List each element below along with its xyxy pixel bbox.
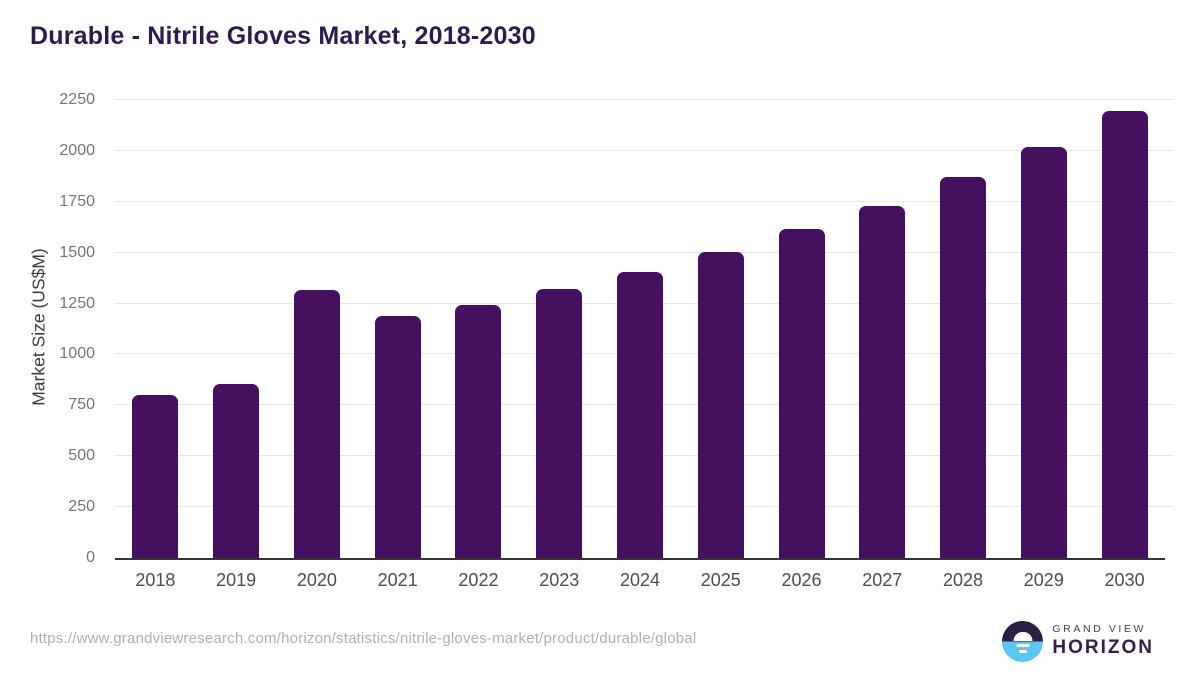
bar-2030 <box>1101 111 1148 558</box>
bar-slot <box>196 100 277 558</box>
bar-slot <box>761 100 842 558</box>
y-tick-label: 1250 <box>59 294 95 312</box>
bar-slot <box>600 100 681 558</box>
source-url: https://www.grandviewresearch.com/horizo… <box>30 630 697 647</box>
logo-horizon-label: HORIZON <box>1052 637 1154 658</box>
bar-2020 <box>293 290 340 558</box>
bar-2029 <box>1020 146 1067 558</box>
y-tick-label: 250 <box>68 498 95 516</box>
bar-2025 <box>697 251 744 558</box>
sun-shape <box>1013 631 1033 641</box>
bar-2022 <box>455 304 502 558</box>
x-tick-label-2030: 2030 <box>1104 570 1145 590</box>
x-tick-label-2024: 2024 <box>619 570 660 590</box>
bar-2019 <box>213 383 260 558</box>
x-tick-label-2018: 2018 <box>135 570 176 590</box>
brand-logo: GRAND VIEW HORIZON <box>1002 620 1154 662</box>
plot-area <box>115 99 1173 560</box>
x-tick-label-2026: 2026 <box>781 570 822 590</box>
bar-slot <box>357 100 438 558</box>
chart-title: Durable - Nitrile Gloves Market, 2018-20… <box>30 22 536 50</box>
x-tick-label-2025: 2025 <box>700 570 741 590</box>
bar-2018 <box>132 395 179 558</box>
y-tick-label: 1750 <box>59 192 95 210</box>
bar-slot <box>277 100 358 558</box>
gridline <box>115 149 1173 151</box>
x-axis-tick-labels: 2018 2019 2020 2021 2022 2023 2024 2025 2026 2027… <box>115 570 1165 591</box>
gridline <box>115 251 1173 253</box>
bar-2023 <box>536 289 583 558</box>
horizon-sun-icon <box>1002 620 1044 662</box>
y-tick-label: 1000 <box>59 345 95 363</box>
bar-2026 <box>778 229 825 558</box>
x-tick-label-2020: 2020 <box>296 570 337 590</box>
sun-reflection-line <box>1016 643 1030 647</box>
bar-slot <box>115 100 196 558</box>
bar-slot <box>519 100 600 558</box>
x-tick-label-2029: 2029 <box>1023 570 1064 590</box>
bar-series <box>115 100 1165 558</box>
gridline <box>115 99 1173 100</box>
y-axis-tick-labels: 0 250 500 750 1000 1250 1500 1750 2000 2250 <box>0 91 103 566</box>
y-tick-label: 2000 <box>59 141 95 159</box>
y-tick-label: 1500 <box>59 243 95 261</box>
y-tick-label: 500 <box>68 447 95 465</box>
y-tick-label: 750 <box>68 396 95 414</box>
sun-reflection-line <box>1018 649 1027 653</box>
bar-slot <box>842 100 923 558</box>
bar-slot <box>680 100 761 558</box>
y-tick-label: 2250 <box>59 91 95 108</box>
x-tick-label-2023: 2023 <box>539 570 580 590</box>
bar-slot <box>1003 100 1084 558</box>
gridline <box>115 200 1173 202</box>
x-tick-label-2027: 2027 <box>862 570 903 590</box>
x-tick-label-2021: 2021 <box>377 570 418 590</box>
bar-2021 <box>374 315 421 558</box>
logo-text: GRAND VIEW HORIZON <box>1052 623 1154 659</box>
bar-slot <box>923 100 1004 558</box>
x-tick-label-2022: 2022 <box>458 570 499 590</box>
x-tick-label-2028: 2028 <box>943 570 984 590</box>
bar-slot <box>438 100 519 558</box>
bar-2028 <box>940 177 987 558</box>
logo-grand-view-label: GRAND VIEW <box>1052 623 1147 635</box>
y-tick-label: 0 <box>86 549 95 566</box>
bar-slot <box>1084 100 1165 558</box>
bar-2027 <box>859 205 906 558</box>
x-tick-label-2019: 2019 <box>216 570 257 590</box>
bar-2024 <box>616 272 663 558</box>
